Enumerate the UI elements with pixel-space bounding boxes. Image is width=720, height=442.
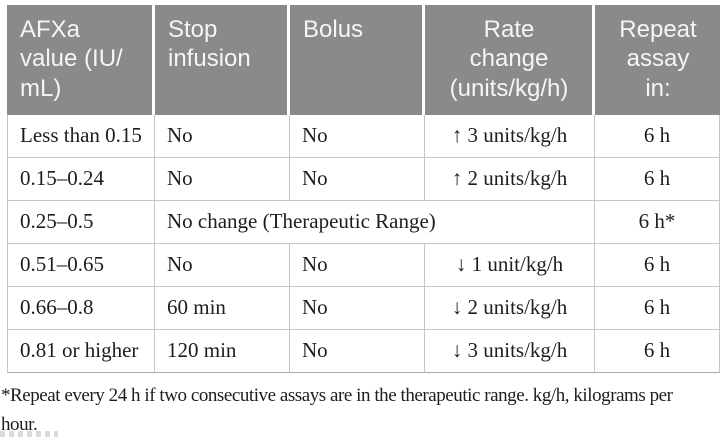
cell-bolus: No <box>290 286 425 330</box>
column-header-stop-infusion: Stop infusion <box>155 5 290 115</box>
cell-afxa-range: 0.66–0.8 <box>7 286 155 330</box>
column-header-afxa-value: AFXa value (IU/ mL) <box>7 5 155 115</box>
cell-rate-change: ↑ 3 units/kg/h <box>425 114 595 158</box>
cell-rate-change: ↓ 1 unit/kg/h <box>425 243 595 287</box>
table-row: 0.66–0.8 60 min No ↓ 2 units/kg/h 6 h <box>7 286 720 330</box>
cell-rate-change: ↓ 2 units/kg/h <box>425 286 595 330</box>
cell-repeat-assay: 6 h <box>595 157 720 201</box>
cell-repeat-assay: 6 h <box>595 243 720 287</box>
column-header-bolus: Bolus <box>290 5 425 115</box>
cell-stop-infusion: 60 min <box>155 286 290 330</box>
cell-bolus: No <box>290 329 425 373</box>
cell-bolus: No <box>290 114 425 158</box>
cell-afxa-range: 0.81 or higher <box>7 329 155 373</box>
column-header-rate-change: Rate change (units/kg/h) <box>425 5 595 115</box>
cell-bolus: No <box>290 157 425 201</box>
table-footnote: *Repeat every 24 h if two consecutive as… <box>1 385 673 436</box>
cell-afxa-range: 0.25–0.5 <box>7 200 155 244</box>
cell-afxa-range: 0.15–0.24 <box>7 157 155 201</box>
cell-stop-infusion: 120 min <box>155 329 290 373</box>
afxa-titration-table: AFXa value (IU/ mL) Stop infusion Bolus … <box>7 5 720 373</box>
cell-no-change-merged: No change (Therapeutic Range) <box>155 200 595 244</box>
table-row: Less than 0.15 No No ↑ 3 units/kg/h 6 h <box>7 114 720 158</box>
table-header-row: AFXa value (IU/ mL) Stop infusion Bolus … <box>7 5 720 115</box>
column-header-repeat-assay: Repeat assay in: <box>595 5 720 115</box>
cell-rate-change: ↓ 3 units/kg/h <box>425 329 595 373</box>
cell-stop-infusion: No <box>155 114 290 158</box>
cell-stop-infusion: No <box>155 157 290 201</box>
cell-repeat-assay: 6 h* <box>595 200 720 244</box>
table-row: 0.15–0.24 No No ↑ 2 units/kg/h 6 h <box>7 157 720 201</box>
cell-afxa-range: 0.51–0.65 <box>7 243 155 287</box>
cell-afxa-range: Less than 0.15 <box>7 114 155 158</box>
cell-rate-change: ↑ 2 units/kg/h <box>425 157 595 201</box>
table-row: 0.81 or higher 120 min No ↓ 3 units/kg/h… <box>7 329 720 373</box>
cell-repeat-assay: 6 h <box>595 286 720 330</box>
cell-repeat-assay: 6 h <box>595 329 720 373</box>
table-row: 0.51–0.65 No No ↓ 1 unit/kg/h 6 h <box>7 243 720 287</box>
cropped-next-line-artifact <box>0 431 58 437</box>
cell-stop-infusion: No <box>155 243 290 287</box>
cell-bolus: No <box>290 243 425 287</box>
cell-repeat-assay: 6 h <box>595 114 720 158</box>
table-row-therapeutic: 0.25–0.5 No change (Therapeutic Range) 6… <box>7 200 720 244</box>
